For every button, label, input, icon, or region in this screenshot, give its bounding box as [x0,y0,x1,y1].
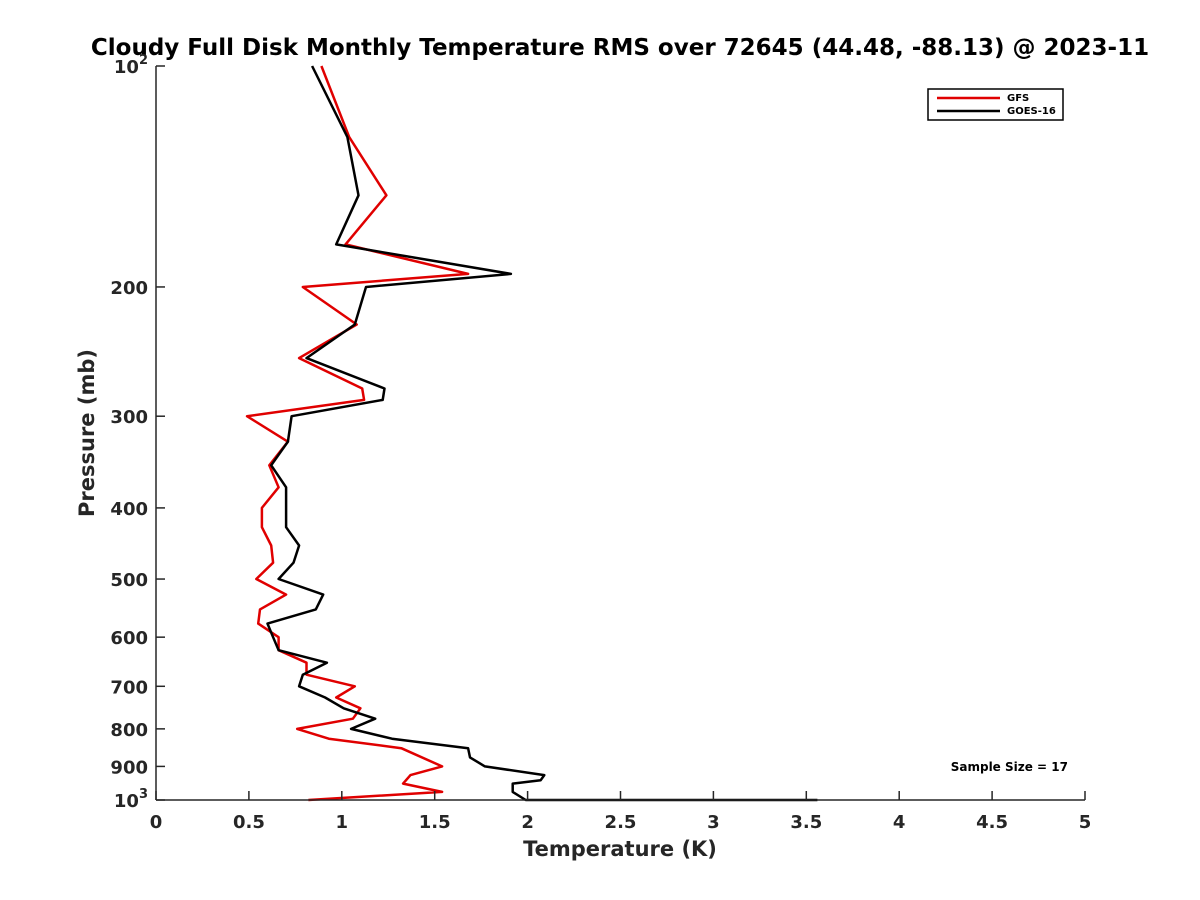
x-tick-label: 4 [893,812,906,833]
plot-area [155,65,1085,802]
y-tick-label: 900 [110,757,148,778]
y-tick-label: 400 [110,499,148,520]
y-tick-label: 200 [110,278,148,299]
y-axis-ticks: 102 200 300 400 500 600 700 800 900 103 [110,53,165,812]
legend-label-gfs: GFS [1007,93,1029,104]
y-tick-label: 500 [110,570,148,591]
x-axis-ticks: 0 0.5 1 1.5 2 2.5 3 3.5 4 4.5 5 [150,791,1092,833]
series-line-goes-16 [266,65,818,802]
x-tick-label: 0.5 [233,812,265,833]
chart-title: Cloudy Full Disk Monthly Temperature RMS… [91,35,1149,61]
y-tick-label: 600 [110,628,148,649]
legend: GFS GOES-16 [927,88,1064,121]
legend-label-goes16: GOES-16 [1007,106,1056,117]
x-tick-label: 0 [150,812,163,833]
y-tick-label: 103 [114,787,148,812]
x-tick-label: 2.5 [605,812,637,833]
x-tick-label: 1.5 [419,812,451,833]
x-tick-label: 5 [1079,812,1092,833]
x-tick-label: 2 [521,812,534,833]
x-tick-label: 1 [336,812,349,833]
x-axis-title: Temperature (K) [523,837,717,861]
x-tick-label: 3 [707,812,720,833]
series-layer [245,65,818,802]
sample-size-annotation: Sample Size = 17 [951,760,1068,774]
y-tick-label: 300 [110,407,148,428]
y-axis-title: Pressure (mb) [75,349,99,517]
y-tick-label: 800 [110,720,148,741]
plot-background [156,66,1085,800]
x-tick-label: 3.5 [790,812,822,833]
x-tick-label: 4.5 [976,812,1008,833]
y-tick-label: 700 [110,677,148,698]
y-tick-label: 102 [114,53,148,78]
legend-box [927,88,1064,121]
